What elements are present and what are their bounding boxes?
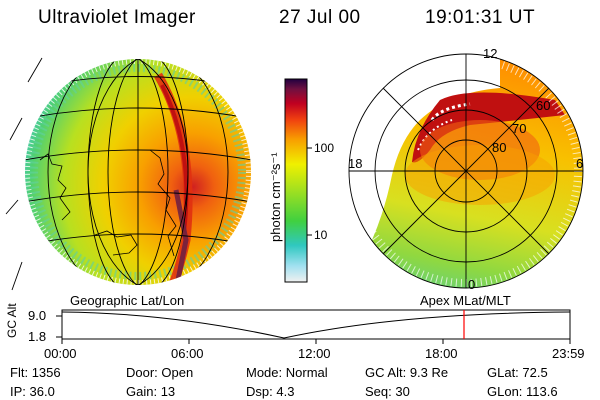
image-date: 27 Jul 00 [279, 7, 361, 28]
time-tick-1200: 12:00 [298, 346, 331, 361]
status-dsp: Dsp: 4.3 [246, 384, 295, 399]
time-tick-0600: 06:00 [171, 346, 204, 361]
status-gain: Gain: 13 [126, 384, 176, 399]
colorbar-tick-100: 100 [314, 141, 335, 155]
lat-label-80: 80 [492, 140, 507, 155]
status-mode: Mode: Normal [246, 365, 328, 380]
lat-label-60: 60 [536, 98, 551, 113]
instrument-title: Ultraviolet Imager [38, 7, 196, 28]
colorbar-unit-label: photon cm⁻²s⁻¹ [268, 152, 283, 242]
right-panel-label: Apex MLat/MLT [420, 293, 511, 308]
polar-grid [348, 53, 584, 289]
time-tick-0000: 00:00 [44, 346, 77, 361]
status-ip: IP: 36.0 [10, 384, 55, 399]
geographic-image [5, 57, 251, 291]
altitude-strip [56, 309, 571, 344]
altitude-tick-low: 1.8 [28, 329, 47, 344]
time-tick-1800: 18:00 [425, 346, 458, 361]
status-door: Door: Open [126, 365, 194, 380]
mlt-label-6: 6 [576, 156, 584, 171]
polar-image [348, 53, 584, 289]
colorbar-tick-10: 10 [314, 228, 328, 242]
mlt-label-18: 18 [348, 156, 363, 171]
lat-label-70: 70 [512, 121, 527, 136]
status-flt: Flt: 1356 [10, 365, 61, 380]
mlt-label-12: 12 [483, 46, 498, 61]
status-gc-alt: GC Alt: 9.3 Re [365, 365, 449, 380]
time-tick-2359: 23:59 [552, 346, 585, 361]
altitude-axis-label: GC Alt [5, 303, 19, 338]
altitude-tick-high: 9.0 [28, 308, 47, 323]
image-time: 19:01:31 UT [425, 7, 536, 28]
left-panel-label: Geographic Lat/Lon [70, 293, 185, 308]
colorbar [284, 78, 312, 283]
status-seq: Seq: 30 [365, 384, 410, 399]
mlt-label-0: 0 [468, 277, 476, 292]
status-glon: GLon: 113.6 [487, 384, 558, 399]
status-glat: GLat: 72.5 [487, 365, 548, 380]
